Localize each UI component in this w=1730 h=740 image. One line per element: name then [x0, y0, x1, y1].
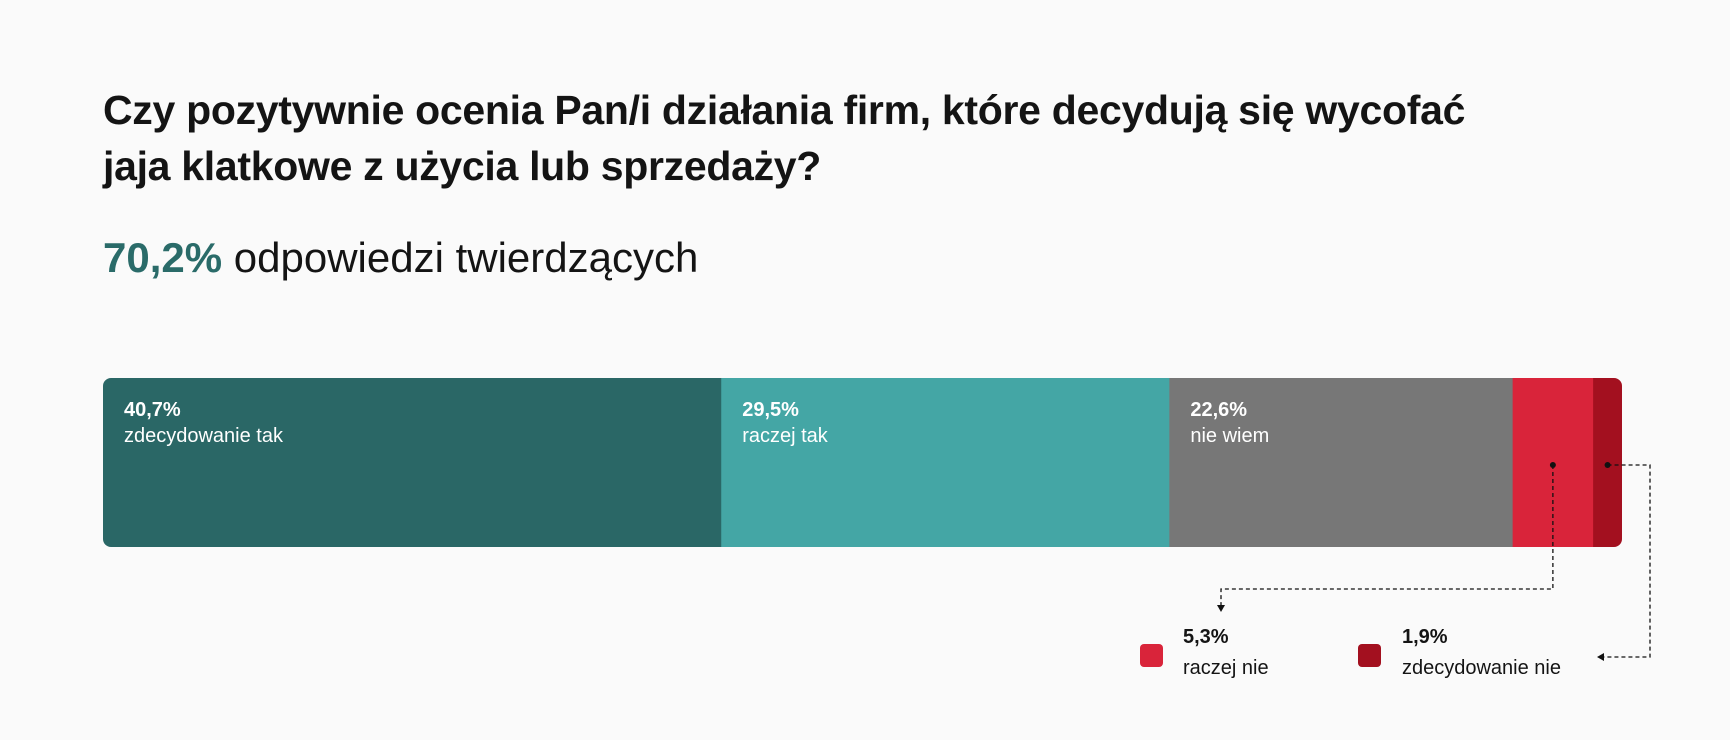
bar-segments	[103, 378, 1622, 547]
legend-value-label: 1,9%	[1402, 626, 1448, 648]
legend-category-label: zdecydowanie nie	[1402, 657, 1561, 679]
segment-category-label: raczej tak	[742, 425, 829, 447]
bar-segment-raczej-tak	[721, 378, 1170, 547]
segment-value-label: 40,7%	[124, 399, 181, 421]
leader-line	[1220, 465, 1554, 605]
chart-title: Czy pozytywnie ocenia Pan/i działania fi…	[103, 82, 1553, 194]
chart-title-line-2: jaja klatkowe z użycia lub sprzedaży?	[103, 143, 822, 189]
chart-title-line-1: Czy pozytywnie ocenia Pan/i działania fi…	[103, 87, 1466, 133]
bar-segment-zdecydowanie-tak	[103, 378, 722, 547]
subtitle-text: odpowiedzi twierdzących	[233, 234, 699, 281]
bar-segment-nie-wiem	[1169, 378, 1514, 547]
legend-swatch-zdecydowanie-nie	[1358, 644, 1381, 667]
leader-arrowhead	[1597, 653, 1604, 661]
segment-category-label: zdecydowanie tak	[124, 425, 284, 447]
legend-category-label: raczej nie	[1183, 657, 1269, 679]
chart-subtitle: 70,2% odpowiedzi twierdzących	[103, 230, 698, 286]
legend-value-label: 5,3%	[1183, 626, 1229, 648]
leader-arrowhead	[1217, 605, 1225, 612]
leader-line	[1604, 464, 1651, 658]
segment-value-label: 29,5%	[742, 399, 799, 421]
legend-swatch-raczej-nie	[1140, 644, 1163, 667]
segment-category-label: nie wiem	[1190, 425, 1269, 447]
segment-value-label: 22,6%	[1190, 399, 1247, 421]
subtitle-percentage: 70,2%	[103, 234, 223, 281]
